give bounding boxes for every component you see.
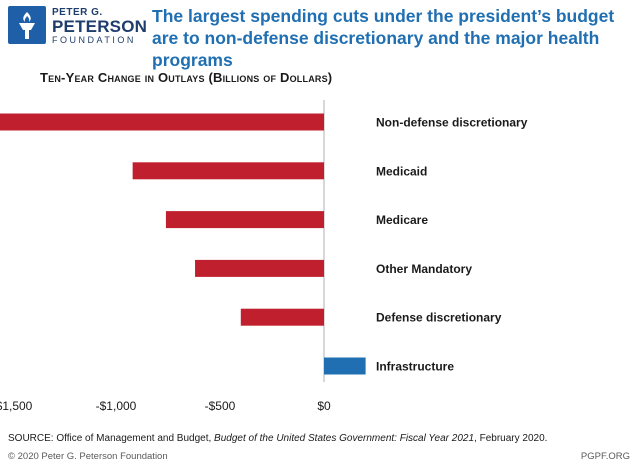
- torch-icon: [8, 6, 46, 44]
- category-label: Medicaid: [376, 164, 427, 178]
- bar-medicare: [165, 211, 324, 229]
- category-label: Medicare: [376, 213, 428, 227]
- logo[interactable]: PETER G. PETERSON FOUNDATION: [8, 6, 147, 45]
- chart-title: Ten-Year Change in Outlays (Billions of …: [40, 70, 333, 85]
- logo-text-line2: PETERSON: [52, 17, 148, 36]
- x-tick-label: -$1,000: [96, 399, 137, 413]
- source-prefix: SOURCE: Office of Management and Budget,: [8, 433, 215, 444]
- x-tick-label: $0: [317, 399, 331, 413]
- bar-defense-discretionary: [240, 308, 324, 326]
- x-tick-label: -$1,500: [0, 399, 33, 413]
- bar-chart: Non-defense discretionary Medicaid Medicar…: [0, 100, 528, 413]
- bar-medicaid: [132, 162, 324, 180]
- category-label: Non-defense discretionary: [376, 116, 528, 130]
- source-note: SOURCE: Office of Management and Budget,…: [8, 433, 628, 444]
- bar-non-defense-discretionary: [0, 113, 325, 131]
- bar-other-mandatory: [195, 259, 324, 277]
- category-label: Other Mandatory: [376, 262, 472, 276]
- copyright: © 2020 Peter G. Peterson Foundation: [8, 451, 168, 462]
- site-link[interactable]: PGPF.ORG: [580, 451, 630, 462]
- header: PETER G. PETERSON FOUNDATION The largest…: [0, 0, 640, 70]
- logo-text-line3: FOUNDATION: [52, 35, 136, 45]
- x-tick-label: -$500: [205, 399, 236, 413]
- source-title: Budget of the United States Government: …: [214, 433, 475, 444]
- category-label: Infrastructure: [376, 360, 454, 374]
- category-label: Defense discretionary: [376, 311, 502, 325]
- headline: The largest spending cuts under the pres…: [152, 6, 615, 70]
- logo-text-line1: PETER G.: [52, 7, 103, 18]
- source-suffix: , February 2020.: [474, 433, 548, 444]
- bar-infrastructure: [324, 357, 366, 375]
